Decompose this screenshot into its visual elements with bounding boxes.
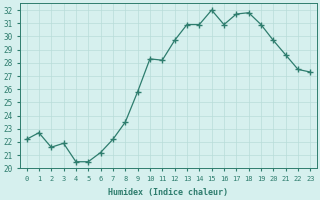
X-axis label: Humidex (Indice chaleur): Humidex (Indice chaleur) <box>108 188 228 197</box>
